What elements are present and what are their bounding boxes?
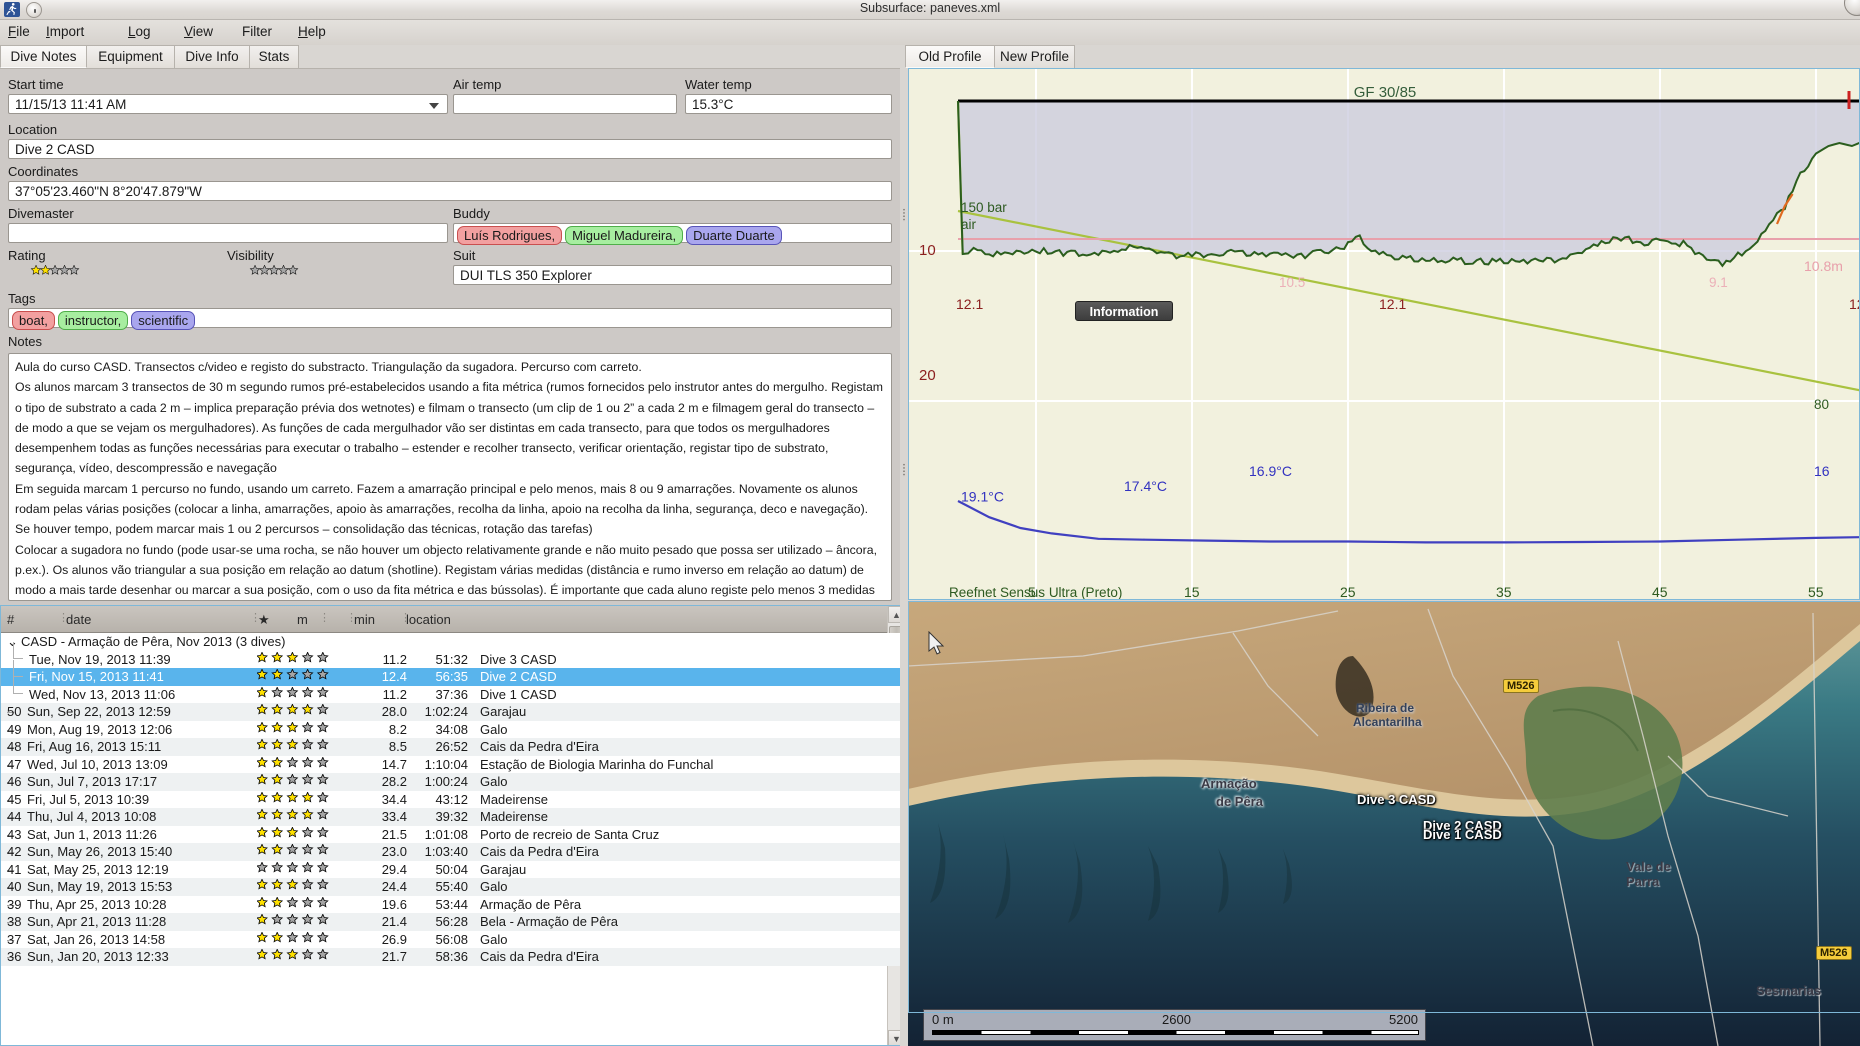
svg-text:15: 15: [1184, 584, 1200, 600]
svg-text:12.3: 12.3: [1849, 296, 1860, 312]
svg-text:45: 45: [1652, 584, 1668, 600]
svg-text:80: 80: [1814, 397, 1829, 412]
svg-text:16.9°C: 16.9°C: [1249, 463, 1292, 479]
svg-text:air: air: [961, 217, 977, 232]
svg-text:5: 5: [1028, 584, 1036, 600]
svg-text:9.1: 9.1: [1709, 275, 1728, 290]
svg-text:55: 55: [1808, 584, 1824, 600]
svg-text:25: 25: [1340, 584, 1356, 600]
svg-text:10.5: 10.5: [1279, 275, 1305, 290]
svg-text:35: 35: [1496, 584, 1512, 600]
svg-text:16: 16: [1814, 463, 1830, 479]
svg-text:19.1°C: 19.1°C: [961, 489, 1004, 505]
svg-text:20: 20: [919, 367, 936, 384]
svg-text:150 bar: 150 bar: [961, 200, 1007, 215]
svg-text:10.8m: 10.8m: [1804, 258, 1843, 274]
svg-text:GF 30/85: GF 30/85: [1354, 84, 1417, 101]
svg-text:17.4°C: 17.4°C: [1124, 478, 1167, 494]
svg-text:12.1: 12.1: [1379, 296, 1406, 312]
svg-text:12.1: 12.1: [956, 296, 983, 312]
svg-text:10: 10: [919, 242, 936, 259]
